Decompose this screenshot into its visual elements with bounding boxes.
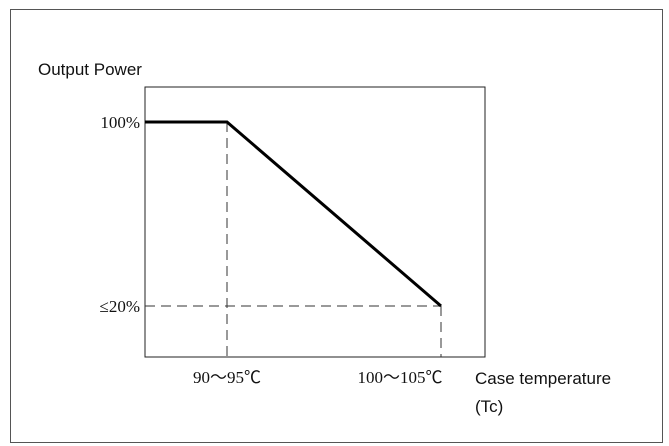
series-line-output-power — [145, 120, 442, 308]
chart-frame — [10, 9, 663, 443]
y-tick-label-20: ≤20% — [100, 297, 141, 316]
y-axis-title: Output Power — [38, 60, 142, 79]
x-tick-label-90-95: 90～95℃ — [193, 368, 261, 387]
plot-area — [144, 86, 486, 358]
x-axis-title: Case temperature — [475, 369, 611, 388]
x-tick-label-100-105: 100～105℃ — [358, 368, 443, 387]
x-axis-title-unit: (Tc) — [475, 397, 503, 416]
y-tick-label-100: 100% — [100, 113, 140, 132]
